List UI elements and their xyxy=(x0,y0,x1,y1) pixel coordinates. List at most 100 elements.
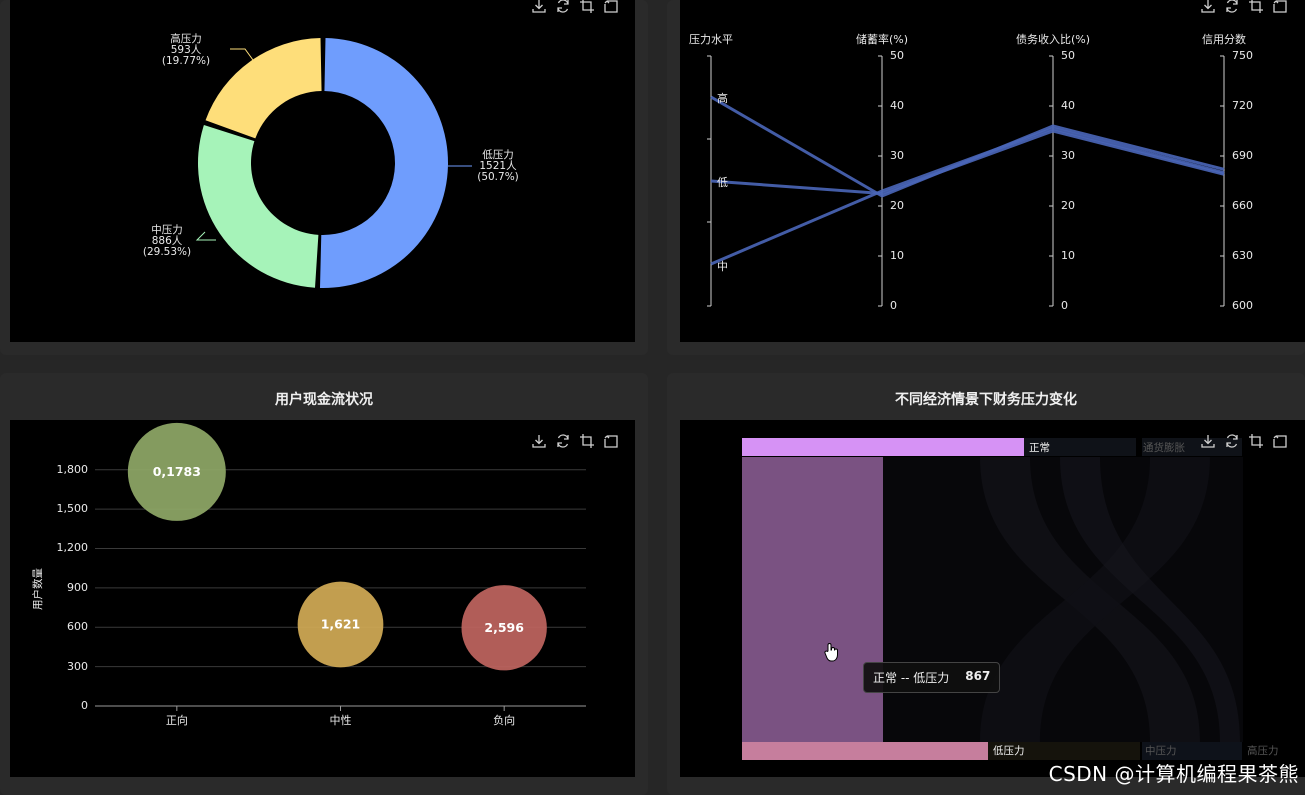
restore-icon[interactable] xyxy=(602,432,620,450)
restore-icon[interactable] xyxy=(602,0,620,15)
axis-tick-label: 0 xyxy=(1061,299,1068,312)
axis-tick-label: 40 xyxy=(890,99,904,112)
refresh-icon[interactable] xyxy=(554,432,572,450)
pie-label-low-name: 低压力 xyxy=(482,149,514,161)
y-tick-label: 1,200 xyxy=(56,541,89,555)
sankey-svg xyxy=(742,438,1243,760)
axis-tick-label: 690 xyxy=(1232,149,1253,162)
pie-leader-line xyxy=(230,48,254,61)
data-zoom-icon[interactable] xyxy=(578,0,596,15)
bubble-point[interactable] xyxy=(461,585,547,671)
bubble-label: 0,1783 xyxy=(153,464,201,479)
parallel-chart-svg xyxy=(707,55,1225,307)
parallel-series-line[interactable] xyxy=(710,95,1225,198)
pie-label-low-pct: (50.7%) xyxy=(477,171,519,183)
axis-tick-label: 50 xyxy=(1061,49,1075,62)
pie-label-low: 低压力 1521人 (50.7%) xyxy=(477,150,519,183)
cashflow-toolbox xyxy=(530,432,620,450)
sankey-node-mid2[interactable] xyxy=(1142,742,1242,760)
sankey-label-high: 高压力 xyxy=(1247,745,1279,757)
pie-label-high-name: 高压力 xyxy=(170,33,202,45)
axis-tick-label: 30 xyxy=(1061,149,1075,162)
download-icon[interactable] xyxy=(530,432,548,450)
axis-tick-label: 20 xyxy=(1061,199,1075,212)
sankey-node-normal[interactable] xyxy=(742,438,1024,456)
refresh-icon[interactable] xyxy=(554,0,572,15)
y-tick-label: 600 xyxy=(67,620,88,634)
x-tick-label: 中性 xyxy=(329,714,352,727)
refresh-icon[interactable] xyxy=(1223,432,1241,450)
pie-leader-line xyxy=(195,231,216,241)
axis-tick-label: 600 xyxy=(1232,299,1253,312)
y-tick-label: 900 xyxy=(67,580,88,594)
pie-slice[interactable] xyxy=(205,38,322,139)
watermark: CSDN @计算机编程果茶熊 xyxy=(1048,762,1299,786)
data-zoom-icon[interactable] xyxy=(1247,432,1265,450)
cat-label-high: 高 xyxy=(717,92,728,105)
pie-label-mid: 中压力 886人 (29.53%) xyxy=(143,225,191,258)
axis-tick-label: 750 xyxy=(1232,49,1253,62)
axis-tick-label: 50 xyxy=(890,49,904,62)
pie-label-mid-name: 中压力 xyxy=(151,224,183,236)
pie-label-high-count: 593人 xyxy=(170,44,202,56)
axis-tick-label: 20 xyxy=(890,199,904,212)
pie-chart-svg xyxy=(195,38,472,288)
axis-tick-label: 630 xyxy=(1232,249,1253,262)
axis-tick-label: 40 xyxy=(1061,99,1075,112)
axis-tick-label: 10 xyxy=(890,249,904,262)
sankey-highlight-flow[interactable] xyxy=(742,457,883,742)
parallel-series-line[interactable] xyxy=(710,129,1225,196)
x-tick-label: 正向 xyxy=(165,714,188,727)
cat-label-mid: 中 xyxy=(717,260,728,273)
sankey-label-normal: 正常 xyxy=(1029,442,1050,454)
y-tick-label: 0 xyxy=(81,699,88,712)
restore-icon[interactable] xyxy=(1271,0,1289,15)
sankey-label-inflation: 通货膨胀 xyxy=(1143,442,1185,454)
bubble-point[interactable] xyxy=(297,581,384,668)
y-tick-label: 300 xyxy=(67,659,88,673)
sankey-label-mid: 中压力 xyxy=(1145,745,1177,757)
parallel-chart: 压力水平 储蓄率(%) 债务收入比(%) 信用分数 高 低 中 50 40 30 20… xyxy=(680,0,1305,342)
axis-name-debt: 债务收入比(%) xyxy=(1015,33,1091,46)
cashflow-title: 用户现金流状况 xyxy=(275,392,373,408)
axis-tick-label: 0 xyxy=(890,299,897,312)
refresh-icon[interactable] xyxy=(1223,0,1241,15)
download-icon[interactable] xyxy=(1199,0,1217,15)
bubble-label: 1,621 xyxy=(321,616,361,631)
download-icon[interactable] xyxy=(1199,432,1217,450)
tooltip-value: 867 xyxy=(965,669,991,683)
axis-name-pressure: 压力水平 xyxy=(689,33,733,46)
sankey-node-low[interactable] xyxy=(742,742,988,760)
download-icon[interactable] xyxy=(530,0,548,15)
data-zoom-icon[interactable] xyxy=(578,432,596,450)
cashflow-chart-svg: 0,1783 1,621 2,596 xyxy=(95,422,586,711)
axis-tick-label: 660 xyxy=(1232,199,1253,212)
sankey-node-inflation[interactable] xyxy=(1024,438,1136,456)
sankey-tooltip: 正常 -- 低压力 867 xyxy=(863,662,1001,693)
data-zoom-icon[interactable] xyxy=(1247,0,1265,15)
pie-label-high: 高压力 593人 (19.77%) xyxy=(162,34,210,67)
y-axis-label: 用户数量 xyxy=(32,568,44,610)
sankey-chart: 正常 通货膨胀 低压力 中压力 高压力 xyxy=(680,420,1305,777)
parallel-series-line[interactable] xyxy=(710,126,1225,266)
sankey-node-extra[interactable] xyxy=(1142,438,1242,456)
bubble-label: 2,596 xyxy=(484,620,524,635)
restore-icon[interactable] xyxy=(1271,432,1289,450)
axis-tick-label: 720 xyxy=(1232,99,1253,112)
pie-slice[interactable] xyxy=(320,38,448,288)
pie-label-low-count: 1521人 xyxy=(479,160,517,172)
pie-slice[interactable] xyxy=(197,125,319,288)
tooltip-name: 正常 -- 低压力 xyxy=(873,671,950,685)
y-tick-label: 1,800 xyxy=(56,462,89,476)
axis-tick-label: 10 xyxy=(1061,249,1075,262)
cat-label-low: 低 xyxy=(717,176,728,189)
pie-label-mid-pct: (29.53%) xyxy=(142,246,192,258)
bubble-point[interactable] xyxy=(127,422,226,521)
sankey-node-mid[interactable] xyxy=(988,742,1140,760)
axis-name-saving: 储蓄率(%) xyxy=(855,33,909,46)
axis-tick-label: 30 xyxy=(890,149,904,162)
sankey-toolbox xyxy=(1199,432,1289,450)
sankey-faint-flow xyxy=(1060,457,1240,742)
pressure-pie-chart: 高压力 593人 (19.77%) 低压力 1521人 (50.7%) 中压力 … xyxy=(10,0,635,342)
sankey-faint-flow xyxy=(980,457,1210,742)
